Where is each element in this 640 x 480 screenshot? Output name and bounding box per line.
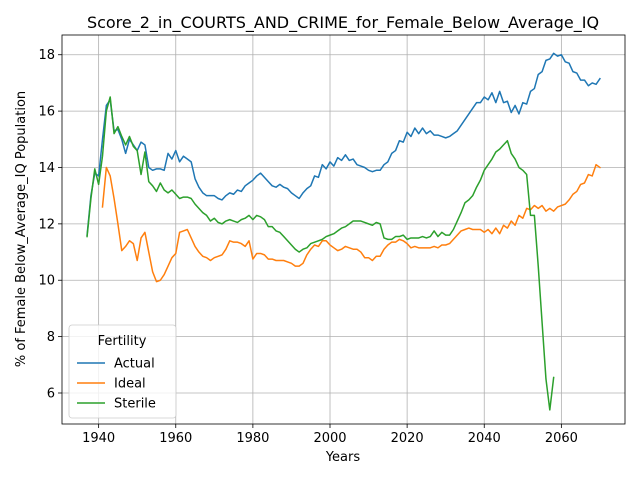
y-tick-label: 18 [38,48,55,63]
x-tick-label: 2040 [468,431,501,446]
x-tick-label: 2020 [391,431,424,446]
y-axis: 6 8 10 12 14 16 18 [38,48,62,401]
x-axis: 1940 1960 1980 2000 2020 2040 2060 [82,424,578,446]
series-line-sterile [86,96,555,411]
legend-label-ideal: Ideal [114,377,146,392]
x-tick-label: 2000 [313,431,346,446]
y-tick-label: 8 [47,330,55,345]
y-tick-label: 14 [38,161,55,176]
x-tick-label: 2060 [545,431,578,446]
legend-label-sterile: Sterile [114,397,156,412]
plot-frame [61,34,626,425]
x-tick-label: 1940 [82,431,115,446]
legend-label-actual: Actual [114,357,155,372]
y-tick-label: 12 [38,217,55,232]
legend-entries: Actual Ideal Sterile [77,357,156,412]
y-tick-label: 6 [47,386,55,401]
series-line-actual [86,52,601,236]
series-lines [86,52,601,411]
legend: Fertility Actual Ideal Sterile [68,324,177,419]
legend-title: Fertility [98,334,147,349]
y-tick-label: 10 [38,274,55,289]
x-axis-title: Years [325,450,361,465]
x-tick-label: 1980 [236,431,269,446]
y-tick-label: 16 [38,105,55,120]
x-tick-label: 1960 [159,431,192,446]
y-axis-title: % of Female Below_Average_IQ Population [14,91,29,367]
chart-title: Score_2_in_COURTS_AND_CRIME_for_Female_B… [87,13,599,33]
legend-box [68,324,177,419]
series-line-ideal [101,163,601,283]
